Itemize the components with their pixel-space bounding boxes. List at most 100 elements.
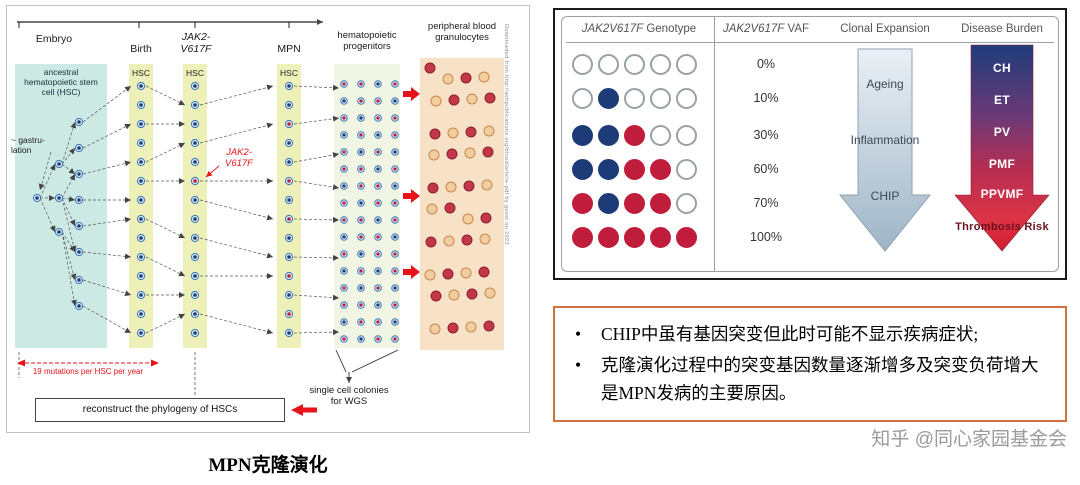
genotype-column-divider	[714, 17, 715, 271]
genotype-row-0%	[572, 54, 697, 75]
genotype-header-rest: Genotype	[643, 23, 697, 35]
genotype-cell-red	[676, 227, 697, 248]
vaf-value: 70%	[753, 196, 779, 210]
timeline-label-birth: Birth	[130, 43, 152, 55]
gastrulation-line1: ~ gastru-	[11, 135, 45, 145]
clonal-expansion-arrow	[838, 48, 932, 252]
embryo-hsc-region	[15, 64, 107, 348]
vaf-header-gene: JAK2V617F	[722, 23, 785, 35]
jak2-mutation-label: JAK2- V617F	[215, 147, 263, 170]
disease-label-pv: PV	[993, 125, 1011, 139]
genotype-cell-white	[650, 54, 671, 75]
genotype-cell-red	[650, 159, 671, 180]
mpn-hsc-column	[277, 64, 301, 348]
progenitors-line1: hematopoietic	[337, 30, 397, 41]
bullet-marker: •	[575, 324, 582, 344]
left-diagram-graphics	[17, 19, 496, 416]
note-text-2: 克隆演化过程中的突变基因数量逐渐增多及突变负荷增大是MPN发病的主要原因。	[601, 355, 1039, 403]
gap-arrows-mpn-progenitors	[293, 84, 340, 336]
hsc-label-jak2: HSC	[186, 68, 204, 78]
genotype-cell-blue	[598, 88, 619, 109]
timeline-label-mpn: MPN	[277, 43, 301, 55]
left-figure-mpn-clonal-evolution: Embryo Birth JAK2- V617F MPN hematopoiet…	[6, 5, 530, 433]
transfer-arrows	[403, 87, 420, 279]
reconstruct-phylogeny-box: reconstruct the phylogeny of HSCs	[35, 398, 285, 422]
genotype-cell-white	[572, 54, 593, 75]
gastrulation-label: ~ gastru- lation	[11, 135, 57, 156]
granulocytes-line2: granulocytes	[435, 31, 489, 43]
single-cell-line2: for WGS	[330, 395, 368, 407]
disease-label-et: ET	[994, 93, 1010, 107]
clonal-label-inflammation: Inflammation	[850, 133, 920, 147]
vaf-header: JAK2V617F VAF	[718, 23, 814, 35]
genotype-header-gene: JAK2V617F	[581, 23, 644, 35]
genotype-header: JAK2V617F Genotype	[566, 23, 712, 35]
column-label-granulocytes: peripheral blood granulocytes	[415, 21, 509, 44]
bullet-marker: •	[575, 355, 582, 375]
zhihu-watermark: 知乎 @同心家园基金会	[871, 429, 1067, 450]
wgs-funnel	[291, 349, 399, 416]
genotype-cell-red	[572, 193, 593, 214]
mutations-per-year-label: 19 mutations per HSC per year	[32, 367, 144, 376]
granulocyte-cells	[424, 62, 496, 335]
note-bullet-1: • CHIP中虽有基因突变但此时可能不显示疾病症状;	[575, 320, 1049, 348]
disease-label-ppvmf: PPVMF	[980, 187, 1024, 201]
genotype-row-30%	[572, 125, 697, 146]
genotype-cell-white	[676, 193, 697, 214]
genotype-cell-blue	[572, 159, 593, 180]
disease-burden-header: Disease Burden	[961, 23, 1043, 35]
gap-arrows-birth-jak2	[145, 85, 186, 334]
mutation-measure	[17, 352, 196, 396]
progenitor-dots	[340, 80, 399, 343]
genotype-cell-white	[676, 88, 697, 109]
vaf-value: 30%	[753, 128, 779, 142]
jak2-pointer-arrow	[205, 165, 220, 178]
genotype-cell-red	[624, 227, 645, 248]
genotype-row-10%	[572, 88, 697, 109]
hsc-label-birth: HSC	[132, 68, 150, 78]
genotype-cell-white	[676, 54, 697, 75]
genotype-cell-red	[650, 227, 671, 248]
ancestral-hsc-label: ancestral hematopoietic stem cell (HSC)	[24, 67, 98, 97]
genotype-cell-white	[624, 88, 645, 109]
single-cell-line1: single cell colonies	[309, 385, 389, 396]
disease-label-ch: CH	[993, 61, 1011, 75]
granulocytes-line1: peripheral blood	[427, 21, 497, 32]
genotype-row-60%	[572, 159, 697, 180]
genotype-cell-white	[650, 125, 671, 146]
genotype-cell-red	[624, 125, 645, 146]
notes-box: • CHIP中虽有基因突变但此时可能不显示疾病症状; • 克隆演化过程中的突变基…	[553, 306, 1067, 422]
jak2-mutation-line1: JAK2-	[226, 147, 252, 158]
vaf-value: 0%	[756, 57, 776, 71]
right-figure-genotype-table: JAK2V617F Genotype JAK2V617F VAF Clonal …	[553, 8, 1067, 280]
single-cell-wgs-label: single cell colonies for WGS	[303, 385, 395, 408]
gastrulation-line2: lation	[11, 144, 32, 155]
jak2-line2: V617F	[180, 43, 212, 56]
timeline-arrow	[17, 19, 323, 28]
genotype-cell-white	[676, 159, 697, 180]
note-text-1: CHIP中虽有基因突变但此时可能不显示疾病症状;	[601, 324, 979, 344]
clonal-expansion-header: Clonal Expansion	[840, 23, 930, 35]
jak2-hsc-dots	[190, 81, 200, 338]
birth-hsc-column	[129, 64, 153, 348]
vaf-value: 100%	[750, 230, 782, 244]
figure-caption: MPN克隆演化	[208, 455, 328, 476]
jak2-mutation-line2: V617F	[225, 157, 253, 169]
column-label-progenitors: hematopoietic progenitors	[323, 30, 411, 53]
note-bullet-2: • 克隆演化过程中的突变基因数量逐渐增多及突变负荷增大是MPN发病的主要原因。	[575, 351, 1049, 407]
journal-watermark-vertical: Downloaded from http://ashpublications.o…	[503, 24, 509, 245]
genotype-row-70%	[572, 193, 697, 214]
hsc-label-mpn: HSC	[280, 68, 298, 78]
genotype-cell-white	[650, 88, 671, 109]
gap-arrows-jak2-mpn	[199, 84, 274, 335]
genotype-row-100%	[572, 227, 697, 248]
jak2-line1: JAK2-	[181, 31, 211, 43]
genotype-cell-white	[572, 88, 593, 109]
progenitors-line2: progenitors	[343, 40, 391, 52]
birth-hsc-dots	[136, 81, 146, 338]
jak2-hsc-column	[183, 64, 207, 348]
mpn-hsc-dots	[284, 81, 294, 338]
disease-burden-arrow	[954, 44, 1050, 252]
table-inner: JAK2V617F Genotype JAK2V617F VAF Clonal …	[561, 16, 1059, 272]
